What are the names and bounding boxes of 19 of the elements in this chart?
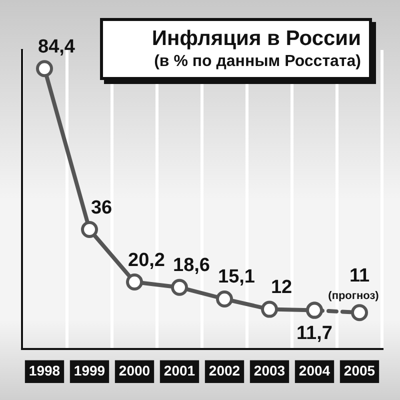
x-tick-label: 2004 [298, 362, 330, 378]
data-label: 36 [90, 197, 112, 218]
data-label: 15,1 [218, 266, 256, 288]
data-label: 18,6 [173, 255, 210, 276]
x-tick-label: 2005 [344, 362, 376, 378]
x-tick-label: 2002 [208, 362, 240, 378]
data-label: 12 [270, 277, 292, 298]
data-label: 11,7 [296, 323, 332, 344]
data-label: 20,2 [128, 250, 165, 271]
x-tick-label: 1998 [28, 362, 60, 378]
chart-subtitle: (в % по данным Росстата) [153, 53, 361, 71]
x-tick-label: 2003 [254, 362, 286, 378]
data-label: 84,4 [38, 36, 76, 58]
x-tick-label: 2001 [164, 362, 196, 378]
x-tick-label: 2000 [118, 362, 150, 378]
chart-title: Инфляция в России [150, 27, 361, 51]
annotation: (прогноз) [328, 290, 380, 302]
data-label: 11 [349, 265, 370, 286]
x-tick-label: 1999 [74, 362, 106, 378]
